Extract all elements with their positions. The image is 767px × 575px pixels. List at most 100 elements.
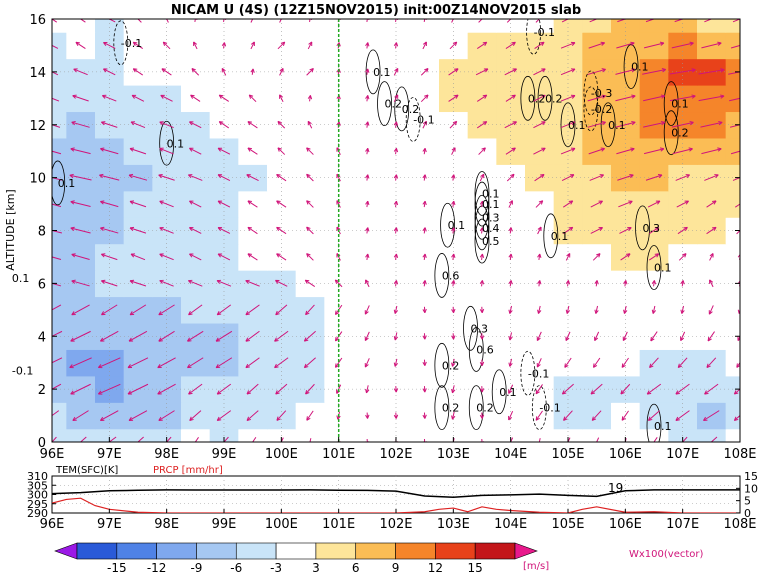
- wind-vector: [393, 42, 399, 49]
- colorbar-swatch: [395, 542, 436, 560]
- wind-vector: [451, 227, 456, 234]
- colorbar-tick-label: -3: [270, 561, 282, 575]
- contour-label: 0.5: [482, 235, 500, 248]
- heatmap-cell: [66, 19, 96, 33]
- wind-vector: [565, 331, 571, 342]
- wind-vector: [479, 412, 485, 419]
- heatmap-cell: [353, 428, 383, 442]
- wind-vector: [217, 227, 231, 234]
- heatmap-cell: [410, 19, 440, 33]
- wind-vector: [221, 67, 227, 76]
- wind-vector: [52, 124, 61, 128]
- contour-line: [468, 327, 484, 372]
- x-tick-label: 96E: [40, 447, 65, 462]
- contour-line: [520, 75, 536, 121]
- wind-vector: [701, 41, 722, 49]
- wind-vector: [622, 331, 628, 342]
- wind-vector: [565, 253, 571, 261]
- wind-vector: [393, 121, 399, 128]
- colorbar-tick-label: 12: [428, 561, 443, 575]
- contour-line: [526, 19, 541, 55]
- wind-vector: [620, 383, 631, 395]
- wind-vector: [189, 227, 202, 234]
- wind-vector: [649, 357, 659, 369]
- y-tick-label: 0: [38, 436, 46, 451]
- wind-vector: [393, 386, 399, 393]
- colorbar-swatch: [235, 542, 277, 560]
- wind-vector: [451, 19, 456, 23]
- wind-vector: [164, 19, 169, 23]
- wind-vector: [277, 120, 286, 129]
- wind-vector: [393, 174, 399, 181]
- wind-vector: [52, 150, 62, 155]
- w-contours: [52, 19, 679, 442]
- wind-vector: [505, 147, 516, 155]
- wind-vector: [451, 385, 456, 394]
- wind-vector: [563, 410, 573, 421]
- wind-vector: [479, 386, 485, 393]
- wind-vector: [623, 438, 627, 442]
- wind-vector: [70, 383, 91, 395]
- wind-vector: [365, 174, 370, 181]
- x-tick-label: 106E: [609, 447, 642, 462]
- heatmap-cell: [725, 243, 740, 271]
- wind-vector: [508, 253, 513, 260]
- wind-vector: [277, 41, 286, 50]
- wind-vector: [565, 305, 571, 314]
- contour-label: 0.1: [654, 262, 672, 275]
- wind-vector: [130, 121, 146, 128]
- contour-label: 0.2: [442, 402, 460, 415]
- wind-vector: [508, 332, 513, 341]
- wind-vector: [646, 383, 662, 395]
- wind-vector: [508, 410, 514, 421]
- wind-vector: [536, 358, 542, 368]
- wind-vector: [451, 280, 456, 287]
- x-tick-label: 100E: [265, 447, 298, 462]
- wind-vector: [594, 331, 600, 342]
- wind-vector: [534, 41, 545, 50]
- wind-vector: [159, 226, 174, 234]
- contour-line: [474, 194, 490, 240]
- wind-vector: [651, 305, 657, 314]
- wind-vector: [105, 19, 116, 23]
- wind-vector: [157, 357, 176, 369]
- wind-vector: [505, 94, 516, 102]
- wind-vector: [592, 253, 601, 261]
- wind-vector: [449, 41, 458, 50]
- contour-label: -0.1: [528, 367, 549, 380]
- wind-vector: [728, 71, 740, 75]
- colorbar-swatch: [156, 542, 197, 560]
- wind-vector: [52, 304, 62, 311]
- surface-x-tick-label: 104E: [494, 517, 527, 532]
- contour-label: 0.1: [12, 272, 30, 285]
- wind-vector: [305, 304, 315, 316]
- contour-line: [583, 86, 599, 132]
- wind-vector: [217, 174, 231, 182]
- colorbar-tick-label: 15: [468, 561, 483, 575]
- contour-label: -0.1: [121, 37, 142, 50]
- wind-vector: [508, 227, 513, 234]
- surface-x-tick-label: 97E: [97, 517, 122, 532]
- wind-vector: [307, 41, 313, 50]
- surface-panel: TEM(SFC)[K] PRCP [mm/hr] 19 290295300305…: [27, 465, 758, 532]
- contour-line: [377, 81, 392, 126]
- heatmap-cell: [725, 85, 740, 113]
- wind-vector: [643, 147, 665, 155]
- wind-vector: [475, 68, 489, 76]
- wind-vector: [680, 331, 686, 342]
- wind-vector: [245, 357, 260, 369]
- wind-vector: [246, 383, 259, 395]
- tem-tick-label: 310: [27, 470, 48, 483]
- wind-vector: [52, 282, 62, 287]
- wind-vector: [190, 94, 201, 102]
- wind-vector: [393, 280, 399, 287]
- contour-line: [405, 97, 421, 142]
- wind-vector: [52, 357, 63, 364]
- contour-label: 0.6: [442, 269, 460, 282]
- y-axis-ticks: 0 2 4 6 8 10 12 14 16: [29, 13, 740, 451]
- contour-line: [440, 202, 456, 248]
- heatmap-cell: [52, 164, 67, 192]
- surface-x-tick-label: 106E: [609, 517, 642, 532]
- wind-vector: [69, 173, 92, 181]
- wind-vector: [189, 410, 202, 421]
